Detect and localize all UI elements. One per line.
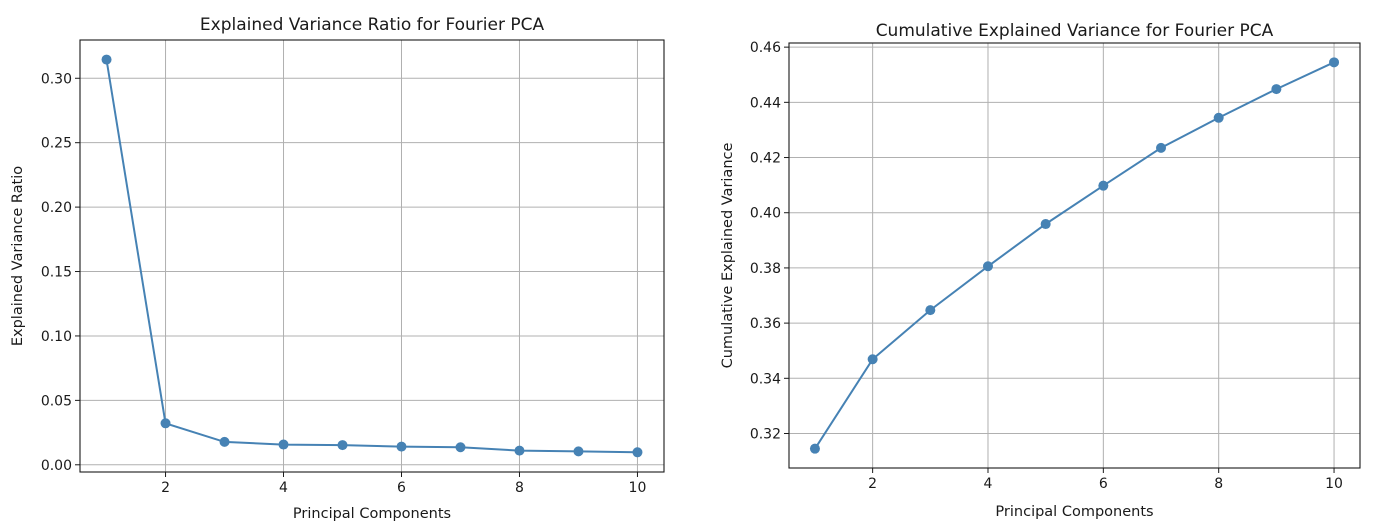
- x-tick-label: 2: [161, 480, 170, 496]
- x-tick-label: 4: [279, 480, 288, 496]
- data-point: [925, 305, 936, 316]
- data-point: [809, 443, 820, 454]
- plot-frame: [79, 39, 665, 473]
- plot-frame: [788, 42, 1361, 469]
- y-tick-label: 0.15: [41, 265, 72, 281]
- y-tick-label: 0.40: [750, 206, 781, 222]
- y-tick-label: 0.42: [750, 151, 781, 167]
- x-axis-label: Principal Components: [293, 506, 451, 522]
- x-tick-label: 2: [868, 476, 877, 492]
- chart-title: Cumulative Explained Variance for Fourie…: [876, 21, 1274, 41]
- x-tick-label: 4: [984, 476, 993, 492]
- y-tick-label: 0.38: [750, 261, 781, 277]
- y-tick-label: 0.25: [41, 136, 72, 152]
- x-tick-label: 6: [397, 480, 406, 496]
- data-point: [1213, 112, 1224, 123]
- x-tick-label: 8: [515, 480, 524, 496]
- y-tick-label: 0.44: [750, 95, 781, 111]
- series-line: [814, 61, 1335, 450]
- data-point: [219, 436, 230, 447]
- y-tick-label: 0.36: [750, 316, 781, 332]
- data-point: [1271, 84, 1282, 95]
- data-point: [1040, 219, 1051, 230]
- chart-title: Explained Variance Ratio for Fourier PCA: [200, 15, 545, 35]
- series-line: [105, 59, 638, 454]
- y-tick-label: 0.20: [41, 200, 72, 216]
- data-point: [514, 445, 525, 456]
- y-tick-label: 0.46: [750, 40, 781, 56]
- y-axis-label: Cumulative Explained Variance: [720, 143, 736, 369]
- y-tick-label: 0.00: [41, 458, 72, 474]
- x-tick-label: 6: [1099, 476, 1108, 492]
- data-point: [1156, 142, 1167, 153]
- data-point: [101, 54, 112, 65]
- x-tick-label: 10: [1325, 476, 1343, 492]
- x-tick-label: 8: [1214, 476, 1223, 492]
- data-point: [982, 261, 993, 272]
- y-axis-label: Explained Variance Ratio: [10, 166, 26, 346]
- data-point: [1329, 57, 1340, 68]
- y-tick-label: 0.05: [41, 393, 72, 409]
- data-point: [867, 354, 878, 365]
- data-point: [632, 447, 643, 458]
- data-point: [337, 440, 348, 451]
- y-tick-label: 0.30: [41, 71, 72, 87]
- data-point: [455, 442, 466, 453]
- data-point: [278, 439, 289, 450]
- data-point: [396, 441, 407, 452]
- y-tick-label: 0.10: [41, 329, 72, 345]
- x-tick-label: 10: [629, 480, 647, 496]
- y-tick-label: 0.34: [750, 371, 781, 387]
- x-axis-label: Principal Components: [995, 504, 1153, 520]
- data-point: [573, 446, 584, 457]
- y-tick-label: 0.32: [750, 427, 781, 443]
- data-point: [160, 418, 171, 429]
- data-point: [1098, 180, 1109, 191]
